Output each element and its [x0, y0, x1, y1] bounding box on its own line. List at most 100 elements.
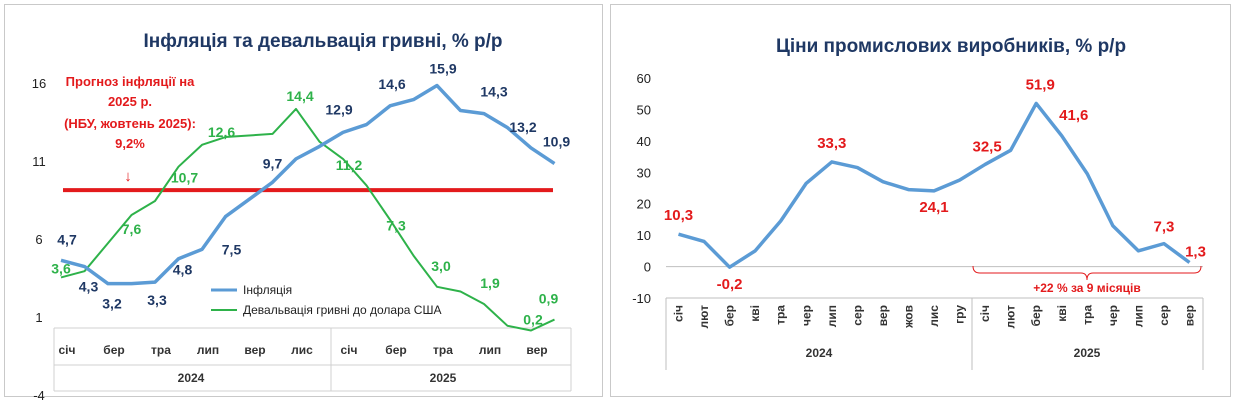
inflation-data-label: 13,2 — [509, 119, 536, 135]
x-tick-label: сер — [1157, 305, 1171, 326]
devaluation-data-label: 10,7 — [171, 170, 198, 186]
inflation-data-label: 10,9 — [543, 134, 570, 150]
y-tick-label: 40 — [637, 134, 651, 149]
y-tick-label: 16 — [32, 76, 46, 91]
chart-title: Ціни промислових виробників, % р/р — [776, 36, 1126, 57]
y-tick-label: -10 — [632, 291, 651, 306]
y-tick-label: 11 — [32, 154, 46, 169]
devaluation-data-label: 3,6 — [51, 260, 71, 276]
data-label: 32,5 — [972, 138, 1001, 155]
inflation-devaluation-chart: Інфляція та девальвація гривні, % р/р 16… — [32, 31, 572, 403]
devaluation-data-label: 12,6 — [208, 124, 235, 140]
annotation-brace — [972, 265, 1202, 281]
inflation-data-label: 3,2 — [102, 296, 122, 312]
forecast-annotation-line-2: 2025 р. — [108, 94, 152, 109]
inflation-data-label: 14,3 — [480, 84, 507, 100]
forecast-annotation-value: 9,2% — [115, 136, 145, 151]
devaluation-line — [60, 107, 555, 332]
producer-prices-chart: Ціни промислових виробників, % р/р 60 50 4… — [632, 36, 1206, 370]
x-tick-label: тра — [151, 343, 171, 357]
x-tick-label: січ — [59, 343, 76, 357]
x-tick-label: січ — [672, 305, 686, 322]
devaluation-data-label: 7,3 — [386, 218, 406, 234]
devaluation-data-label: 3,0 — [431, 258, 451, 274]
x-tick-label: жов — [901, 305, 915, 329]
growth-annotation: +22 % за 9 місяців — [1033, 281, 1141, 295]
y-tick-label: 6 — [35, 232, 42, 247]
x-tick-label: бер — [385, 343, 406, 357]
year-label-2025: 2025 — [1074, 346, 1101, 360]
x-tick-label: лис — [291, 343, 313, 357]
x-tick-label: вер — [1183, 305, 1197, 326]
legend-devaluation-label: Девальвація гривні до долара США — [243, 303, 441, 317]
x-tick-label: бер — [1029, 305, 1043, 326]
devaluation-data-label: 11,2 — [336, 157, 363, 173]
data-label: 7,3 — [1154, 219, 1175, 236]
legend-inflation-label: Інфляція — [243, 283, 292, 297]
inflation-data-label: 9,7 — [263, 155, 283, 171]
year-label-2024: 2024 — [806, 346, 833, 360]
inflation-line — [60, 83, 556, 286]
y-tick-label: -4 — [33, 388, 45, 403]
inflation-data-label: 12,9 — [325, 101, 352, 117]
y-tick-label: 20 — [637, 197, 651, 212]
x-tick-label: лют — [1004, 305, 1018, 329]
x-tick-label: січ — [341, 343, 358, 357]
y-tick-label: 30 — [637, 165, 651, 180]
x-tick-label: тра — [1080, 305, 1094, 325]
data-label: 24,1 — [919, 199, 948, 216]
inflation-data-label: 7,5 — [222, 242, 242, 258]
data-label: 41,6 — [1059, 107, 1088, 124]
year-label-2025: 2025 — [430, 371, 457, 385]
year-label-2024: 2024 — [178, 371, 205, 385]
x-tick-label: лют — [697, 305, 711, 329]
devaluation-data-label: 7,6 — [122, 221, 142, 237]
x-tick-label: січ — [978, 305, 992, 322]
y-tick-label: 10 — [637, 228, 651, 243]
forecast-annotation-line-1: Прогноз інфляції на — [66, 74, 195, 89]
data-label: 33,3 — [817, 135, 846, 152]
inflation-data-label: 14,6 — [378, 76, 405, 92]
devaluation-data-label: 0,2 — [523, 311, 543, 327]
x-tick-label: лип — [479, 343, 501, 357]
inflation-data-label: 4,7 — [57, 231, 77, 247]
producer-prices-line — [678, 101, 1191, 269]
x-tick-label: лис — [927, 305, 941, 327]
inflation-data-label: 15,9 — [429, 61, 456, 77]
x-tick-label: кві — [748, 305, 762, 322]
x-tick-label: лип — [1131, 305, 1145, 327]
y-tick-label: 50 — [637, 102, 651, 117]
x-tick-label: вер — [526, 343, 547, 357]
x-tick-label: лип — [197, 343, 219, 357]
x-tick-label: чер — [799, 305, 813, 326]
data-label: 51,9 — [1026, 76, 1055, 93]
data-label: 1,3 — [1185, 243, 1206, 260]
x-tick-label: вер — [876, 305, 890, 326]
producer-prices-chart-panel: Ціни промислових виробників, % р/р 60 50 4… — [610, 4, 1231, 397]
devaluation-data-label: 14,4 — [286, 88, 313, 104]
x-tick-label: гру — [953, 305, 967, 324]
y-tick-label: 60 — [637, 71, 651, 86]
devaluation-data-label: 0,9 — [539, 291, 559, 307]
y-tick-label: 0 — [644, 260, 651, 275]
inflation-data-label: 4,8 — [173, 262, 193, 278]
x-tick-label: сер — [850, 305, 864, 326]
x-tick-label: тра — [774, 305, 788, 325]
x-tick-label: бер — [723, 305, 737, 326]
inflation-devaluation-chart-panel: Інфляція та девальвація гривні, % р/р 16… — [4, 4, 603, 403]
forecast-annotation-line-3: (НБУ, жовтень 2025): — [64, 116, 196, 131]
x-tick-label: лип — [825, 305, 839, 327]
y-tick-label: 1 — [35, 310, 42, 325]
x-tick-label: чер — [1106, 305, 1120, 326]
x-tick-label: бер — [103, 343, 124, 357]
chart-title: Інфляція та девальвація гривні, % р/р — [143, 31, 502, 52]
x-tick-label: тра — [433, 343, 453, 357]
data-label: 10,3 — [664, 207, 693, 224]
inflation-data-label: 4,3 — [79, 279, 99, 295]
devaluation-data-label: 1,9 — [480, 275, 500, 291]
x-tick-label: кві — [1055, 305, 1069, 322]
forecast-arrow-icon: ↓ — [124, 168, 132, 185]
x-tick-label: вер — [244, 343, 265, 357]
data-label: -0,2 — [717, 276, 743, 293]
inflation-data-label: 3,3 — [147, 292, 167, 308]
